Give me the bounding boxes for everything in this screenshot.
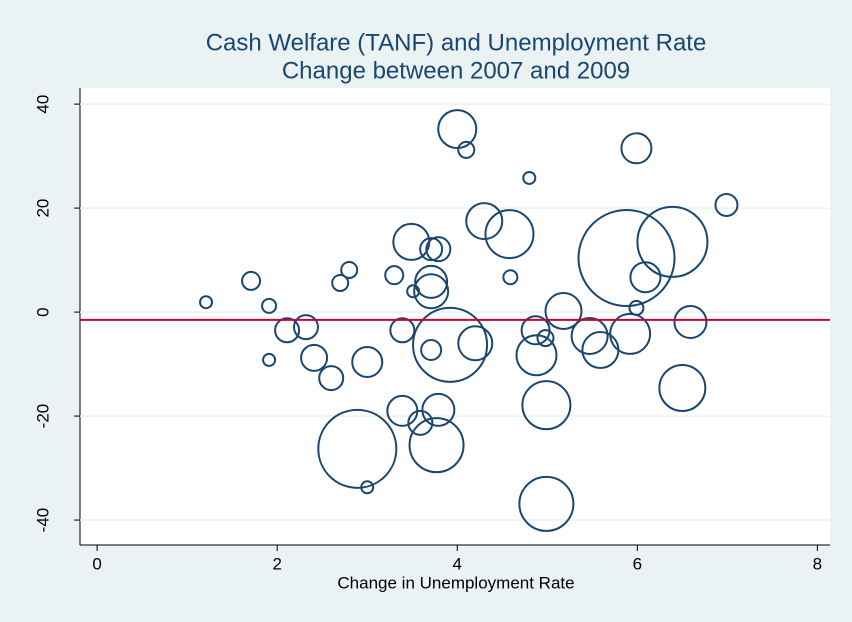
plot-area — [80, 88, 830, 545]
bubble — [420, 339, 443, 362]
bubble — [317, 408, 398, 489]
bubble — [340, 260, 359, 279]
bubble — [425, 236, 452, 263]
bubble — [261, 297, 278, 314]
bubble — [518, 475, 575, 532]
bubble — [465, 202, 504, 241]
bubble — [419, 237, 444, 262]
bubble — [673, 304, 708, 339]
bubble — [620, 132, 653, 165]
bubble — [502, 269, 519, 286]
bubble — [274, 317, 301, 344]
bubble — [408, 417, 465, 474]
bubble — [421, 392, 456, 427]
bubble — [484, 209, 535, 260]
bubble — [331, 273, 350, 292]
x-tick-label: 4 — [453, 554, 462, 573]
bubble — [636, 205, 709, 278]
bubble — [521, 380, 572, 431]
bubble — [262, 352, 277, 367]
bubble — [300, 343, 329, 372]
x-tick-label: 0 — [92, 554, 101, 573]
bubble — [318, 365, 345, 392]
bubble — [522, 170, 537, 185]
x-axis-label: Change in Unemployment Rate — [337, 573, 574, 592]
y-tick-label: -40 — [33, 508, 52, 533]
bubble — [577, 209, 676, 308]
bubble — [714, 192, 739, 217]
bubble — [292, 314, 319, 341]
bubble — [414, 264, 449, 299]
bubble — [199, 295, 214, 310]
bubble — [241, 270, 262, 291]
x-tick-label: 6 — [633, 554, 642, 573]
bubble — [658, 363, 707, 412]
bubble — [536, 329, 555, 348]
y-tick-label: 40 — [33, 95, 52, 114]
chart-title: Cash Welfare (TANF) and Unemployment Rat… — [206, 29, 707, 56]
bubble — [628, 299, 645, 316]
bubble — [570, 316, 609, 355]
bubble — [515, 334, 558, 377]
bubble — [389, 317, 416, 344]
chart-subtitle: Change between 2007 and 2009 — [282, 57, 630, 84]
bubble — [544, 292, 583, 331]
y-tick-label: 20 — [33, 199, 52, 218]
bubble — [351, 345, 384, 378]
bubble — [609, 312, 652, 355]
bubble — [457, 140, 476, 159]
bubble — [407, 409, 434, 436]
bubble — [457, 325, 494, 362]
y-tick-label: 0 — [33, 307, 52, 316]
x-tick-label: 8 — [813, 554, 822, 573]
bubble — [629, 261, 662, 294]
x-tick-label: 2 — [272, 554, 281, 573]
bubble — [384, 265, 405, 286]
bubble — [437, 109, 478, 150]
bubble — [413, 273, 450, 310]
bubble — [412, 306, 489, 383]
y-tick-label: -20 — [33, 404, 52, 429]
